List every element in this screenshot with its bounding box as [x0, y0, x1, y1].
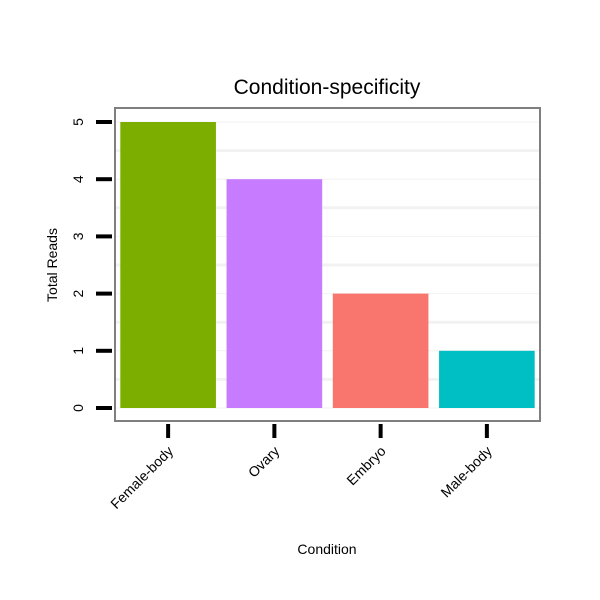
x-tick-label: Embryo: [343, 443, 389, 489]
bar-ovary: [226, 179, 323, 408]
bar-female-body: [120, 122, 216, 408]
x-tick-label: Ovary: [245, 443, 283, 481]
y-tick-label: 2: [70, 289, 86, 297]
y-axis-label: Total Reads: [44, 228, 60, 302]
y-tick-label: 0: [70, 404, 86, 412]
y-tick-label: 4: [70, 175, 86, 183]
x-axis-label: Condition: [297, 541, 356, 557]
y-tick-label: 1: [70, 347, 86, 355]
x-tick-label: Male-body: [437, 443, 495, 501]
chart-title: Condition-specificity: [234, 76, 421, 99]
y-tick-label: 5: [70, 118, 86, 126]
y-tick-label: 3: [70, 232, 86, 240]
bar-embryo: [332, 293, 429, 408]
x-tick-label: Female-body: [107, 443, 176, 512]
bar-male-body: [439, 350, 535, 408]
